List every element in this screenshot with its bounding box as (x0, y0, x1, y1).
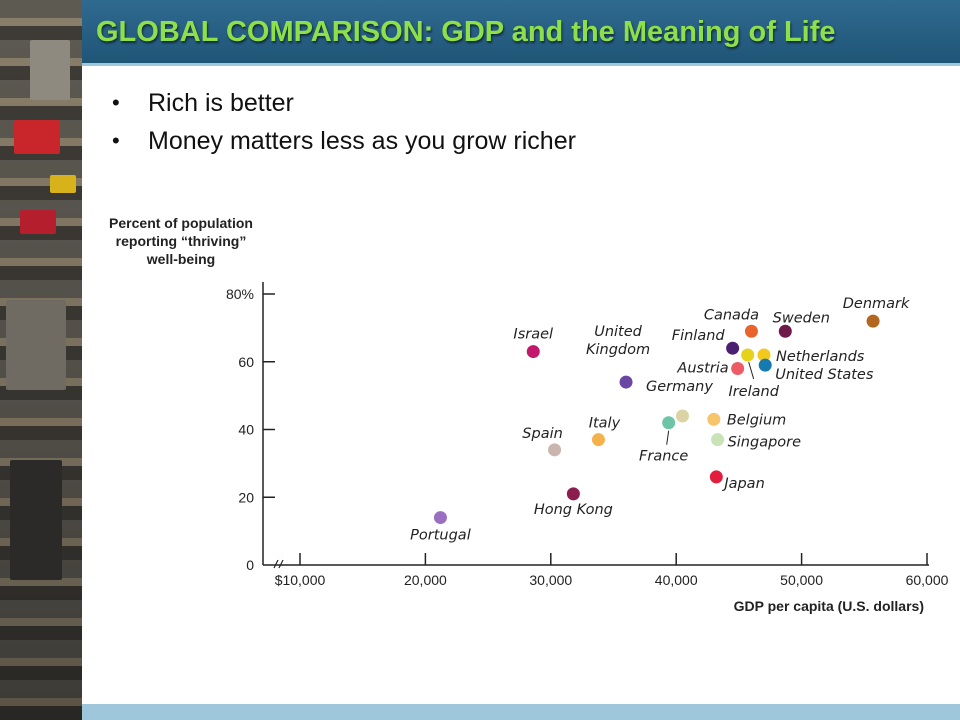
bullet-text: Rich is better (148, 89, 294, 117)
data-labels: Portugal Hong Kong Spain Italy Israel United K… (410, 296, 910, 543)
bullet-dot-icon: • (112, 90, 120, 115)
bullet-dot-icon: • (112, 128, 120, 153)
scatter-chart: Percent of population reporting “thrivin… (109, 215, 949, 614)
data-label: Israel (513, 327, 553, 343)
photo-sign-red (14, 120, 60, 154)
x-tick-label: $10,000 (275, 572, 326, 588)
data-point (757, 348, 771, 362)
x-tick-label: 50,000 (780, 572, 823, 588)
data-points (433, 314, 880, 525)
data-label: Kingdom (586, 342, 650, 358)
data-label: Singapore (728, 435, 802, 451)
data-label: Canada (704, 307, 759, 323)
data-label: Austria (676, 361, 728, 377)
data-point (741, 348, 755, 362)
data-point (866, 314, 880, 328)
slide-title: GLOBAL COMPARISON: GDP and the Meaning o… (96, 16, 836, 48)
x-tick-label: 60,000 (906, 572, 949, 588)
background-photo-strip (0, 0, 82, 720)
photo-sign-yellow (50, 175, 76, 193)
chart-panel: Percent of population reporting “thrivin… (86, 212, 952, 618)
leader-line (666, 430, 670, 445)
leader-line (748, 361, 755, 380)
data-label: Spain (522, 426, 563, 442)
bullet-item: • Money matters less as you grow richer (112, 122, 576, 160)
photo-street (6, 300, 66, 390)
photo-sign-red-small (20, 210, 56, 234)
data-label: Netherlands (776, 349, 865, 365)
data-point (744, 324, 758, 338)
data-point (709, 470, 723, 484)
data-point (731, 362, 745, 376)
bullet-text: Money matters less as you grow richer (148, 127, 576, 155)
data-label: United States (775, 367, 874, 383)
photo-pedestrians (10, 460, 62, 580)
y-tick-label: 60 (238, 354, 254, 370)
data-point (566, 487, 580, 501)
data-label: Belgium (727, 412, 786, 428)
data-label: United (594, 324, 642, 340)
x-axis-title: GDP per capita (U.S. dollars) (734, 598, 924, 614)
data-label: France (639, 449, 688, 465)
data-label: Sweden (773, 310, 830, 326)
data-point (711, 433, 725, 447)
data-point (726, 341, 740, 355)
data-point (662, 416, 676, 430)
data-point (758, 358, 772, 372)
data-label: Ireland (728, 384, 779, 400)
y-tick-label: 80% (226, 286, 254, 302)
y-axis-title: Percent of population reporting “thrivin… (109, 215, 253, 267)
y-axis-title-line: reporting “thriving” (116, 233, 247, 249)
data-point (707, 412, 721, 426)
x-tick-label: 40,000 (655, 572, 698, 588)
axes (262, 282, 929, 569)
data-point (591, 433, 605, 447)
data-label: Denmark (843, 296, 910, 312)
bullet-item: • Rich is better (112, 84, 576, 122)
y-axis-title-line: well-being (146, 251, 215, 267)
x-tick-label: 20,000 (404, 572, 447, 588)
data-point (526, 345, 540, 359)
axis-break-mark (278, 559, 284, 569)
data-point (433, 511, 447, 525)
y-tick-label: 0 (246, 557, 254, 573)
data-label: Hong Kong (534, 502, 613, 518)
y-tick-label: 20 (238, 489, 254, 505)
y-axis-title-line: Percent of population (109, 215, 253, 231)
photo-building (30, 40, 70, 100)
data-label: Italy (589, 416, 621, 432)
axis-break-mark (273, 559, 279, 569)
data-point (548, 443, 562, 457)
title-bar: GLOBAL COMPARISON: GDP and the Meaning o… (82, 0, 960, 66)
data-point (778, 324, 792, 338)
bullet-list: • Rich is better • Money matters less as… (112, 84, 576, 160)
data-label: Japan (721, 476, 764, 492)
data-point (675, 409, 689, 423)
ticks: 0 20 40 60 80% $10,000 20,000 30,000 40,000 50,00… (226, 286, 949, 588)
data-label: Finland (672, 328, 726, 344)
data-point (619, 375, 633, 389)
bottom-accent-bar (82, 704, 960, 720)
y-tick-label: 40 (238, 422, 254, 438)
data-label: Germany (646, 379, 713, 395)
x-tick-label: 30,000 (529, 572, 572, 588)
data-label: Portugal (410, 528, 471, 544)
